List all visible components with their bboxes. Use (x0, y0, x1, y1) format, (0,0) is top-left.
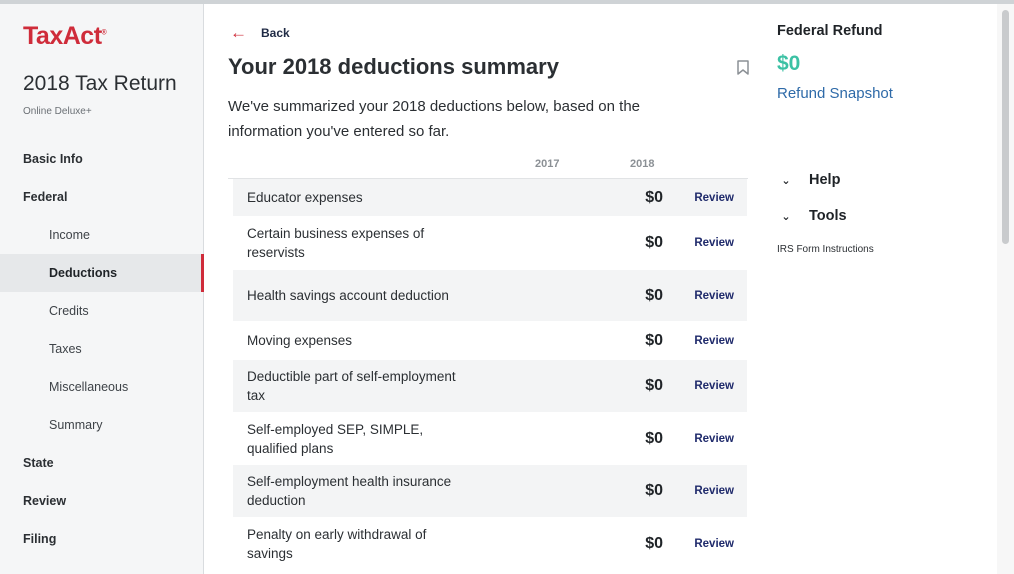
row-label: Self-employed SEP, SIMPLE, qualified pla… (247, 421, 424, 456)
chevron-down-icon: ⌄ (781, 174, 791, 187)
deductions-table: Educator expenses $0 Review Certain busi… (233, 179, 747, 570)
row-value-2018: $0 (645, 429, 663, 447)
column-header-2017: 2017 (535, 158, 560, 170)
return-title: 2018 Tax Return (23, 72, 177, 95)
row-value-2018: $0 (645, 377, 663, 394)
page-title: Your 2018 deductions summary (228, 54, 559, 79)
federal-refund-amount: $0 (777, 52, 801, 75)
row-value-2018: $0 (645, 482, 663, 499)
tools-label: Tools (809, 208, 847, 224)
review-link[interactable]: Review (694, 191, 734, 204)
column-header-2018: 2018 (630, 158, 655, 170)
chevron-down-icon: ⌄ (781, 210, 791, 223)
table-row: Deductible part of self-employment tax $… (233, 360, 747, 413)
nav-filing[interactable]: Filing (23, 532, 57, 546)
nav-basic-info[interactable]: Basic Info (23, 152, 83, 166)
nav-income[interactable]: Income (49, 228, 90, 242)
review-link[interactable]: Review (694, 334, 734, 347)
back-button[interactable]: ← Back (230, 24, 290, 41)
irs-form-instructions-link[interactable]: IRS Form Instructions (777, 244, 874, 255)
help-accordion[interactable]: ⌄ Help (777, 172, 840, 188)
review-link[interactable]: Review (694, 237, 734, 249)
table-row: Moving expenses $0 Review (233, 322, 747, 360)
nav-credits[interactable]: Credits (49, 304, 89, 318)
row-value-2018: $0 (645, 534, 663, 552)
header-divider (228, 178, 748, 179)
review-link[interactable]: Review (694, 432, 734, 445)
back-label: Back (261, 25, 290, 40)
nav-summary[interactable]: Summary (49, 418, 103, 432)
sidebar-nav: Basic Info Federal Income Deductions Cre… (0, 140, 204, 558)
row-label: Educator expenses (247, 190, 363, 205)
row-label: Certain business expenses of reservists (247, 226, 425, 260)
row-value-2018: $0 (645, 286, 663, 304)
intro-text: We've summarized your 2018 deductions be… (228, 98, 641, 140)
scrollbar-thumb[interactable] (1002, 10, 1009, 244)
row-value-2018: $0 (645, 234, 663, 251)
tools-accordion[interactable]: ⌄ Tools (777, 208, 847, 224)
review-link[interactable]: Review (694, 537, 734, 550)
table-row: Penalty on early withdrawal of savings $… (233, 518, 747, 570)
nav-state[interactable]: State (23, 456, 54, 470)
row-value-2018: $0 (645, 331, 663, 349)
right-panel: Federal Refund $0 Refund Snapshot ⌄ Help… (777, 4, 997, 574)
scrollbar[interactable] (997, 4, 1014, 574)
refund-snapshot-link[interactable]: Refund Snapshot (777, 85, 893, 102)
row-label: Deductible part of self-employment tax (247, 369, 456, 403)
taxact-logo[interactable]: TaxAct® (23, 22, 107, 50)
top-border (0, 0, 1014, 4)
product-name: Online Deluxe+ (23, 106, 92, 117)
table-row: Self-employment health insurance deducti… (233, 465, 747, 518)
nav-miscellaneous[interactable]: Miscellaneous (49, 380, 129, 394)
table-row: Self-employed SEP, SIMPLE, qualified pla… (233, 413, 747, 465)
row-label: Penalty on early withdrawal of savings (247, 526, 427, 561)
federal-refund-label: Federal Refund (777, 23, 883, 39)
sidebar: TaxAct® 2018 Tax Return Online Deluxe+ B… (0, 4, 204, 574)
nav-review[interactable]: Review (23, 494, 67, 508)
nav-federal[interactable]: Federal (23, 190, 68, 204)
row-value-2018: $0 (645, 188, 663, 206)
bookmark-icon[interactable] (737, 60, 749, 75)
table-row: Certain business expenses of reservists … (233, 217, 747, 270)
nav-deductions[interactable]: Deductions (0, 254, 204, 292)
help-label: Help (809, 172, 841, 188)
table-row: Health savings account deduction $0 Revi… (233, 270, 747, 322)
nav-taxes[interactable]: Taxes (49, 342, 82, 356)
arrow-left-icon: ← (230, 23, 247, 42)
row-label: Self-employment health insurance deducti… (247, 474, 452, 508)
review-link[interactable]: Review (694, 289, 734, 302)
row-label: Moving expenses (247, 333, 353, 348)
review-link[interactable]: Review (694, 380, 734, 392)
main-content: ← Back Your 2018 deductions summary We'v… (205, 4, 765, 574)
review-link[interactable]: Review (694, 485, 734, 497)
table-row: Educator expenses $0 Review (233, 179, 747, 217)
row-label: Health savings account deduction (247, 288, 449, 303)
